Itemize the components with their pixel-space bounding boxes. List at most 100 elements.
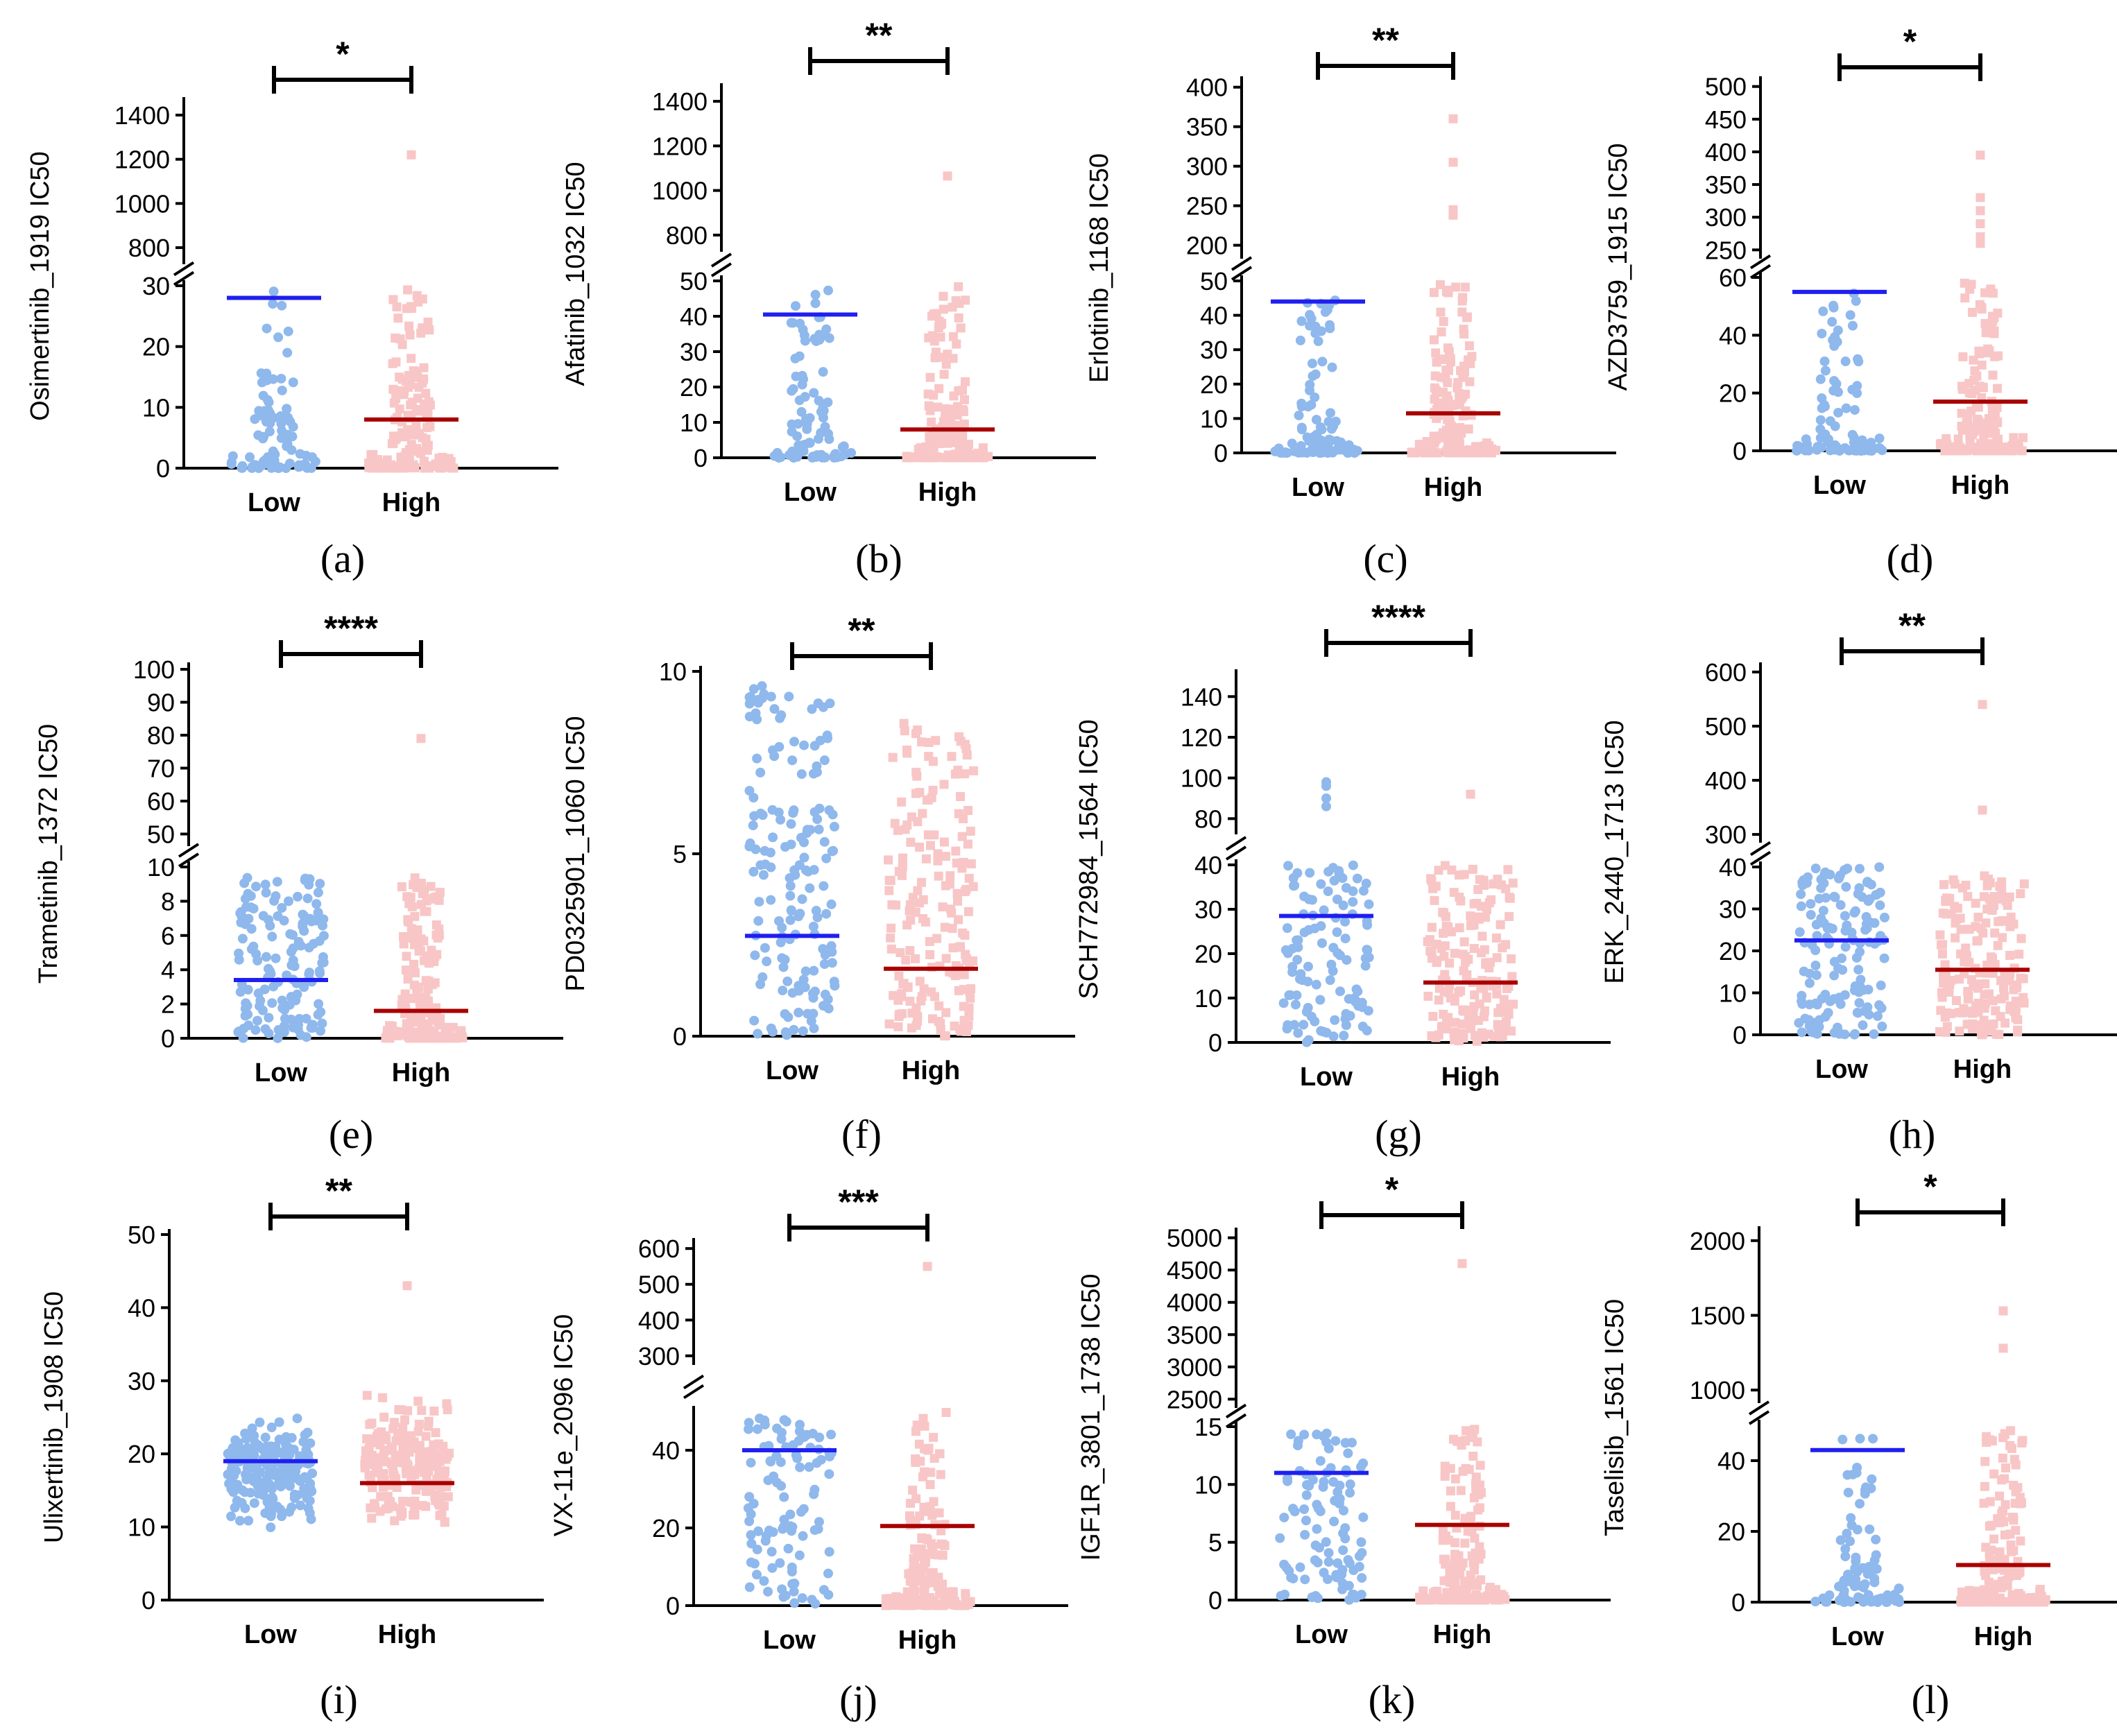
data-point <box>443 1492 453 1502</box>
data-point <box>1492 989 1502 999</box>
data-point <box>749 811 760 821</box>
data-point <box>241 1434 252 1444</box>
data-point <box>246 1472 256 1482</box>
data-point <box>1835 445 1845 456</box>
data-point <box>1980 999 1990 1008</box>
data-point <box>783 1543 794 1554</box>
data-point <box>915 842 925 852</box>
data-point <box>241 902 252 912</box>
data-point <box>1441 1554 1450 1564</box>
data-point <box>925 1480 935 1490</box>
data-point <box>954 282 963 291</box>
data-point <box>808 768 818 779</box>
data-point <box>271 953 281 963</box>
data-point <box>423 406 433 415</box>
y-tick-label: 30 <box>1194 895 1222 924</box>
data-point <box>1342 955 1352 965</box>
group-low <box>233 873 329 1043</box>
data-point <box>397 428 407 438</box>
y-tick-label: 6 <box>161 922 175 950</box>
data-point-outlier <box>1457 1259 1467 1269</box>
data-point <box>777 922 787 933</box>
data-point <box>829 821 839 832</box>
data-point <box>1840 356 1851 367</box>
data-point <box>795 318 805 329</box>
data-point <box>304 968 314 978</box>
data-point <box>1328 421 1339 431</box>
significance-stars: **** <box>324 609 378 648</box>
data-point <box>954 732 963 741</box>
data-point <box>755 979 766 990</box>
data-point <box>422 1473 431 1483</box>
data-point <box>292 1474 302 1484</box>
data-point <box>807 704 817 714</box>
group-high <box>1415 1259 1510 1605</box>
data-point <box>827 958 837 968</box>
data-point <box>409 959 419 969</box>
data-point <box>1464 424 1473 434</box>
data-point <box>1854 997 1865 1008</box>
data-point <box>789 1579 800 1589</box>
data-point <box>1292 1441 1303 1451</box>
data-point <box>936 1470 945 1479</box>
data-point <box>905 945 915 955</box>
data-point <box>760 1536 771 1546</box>
x-tick-label: High <box>1424 473 1482 502</box>
data-point <box>1459 445 1468 455</box>
data-point <box>905 906 914 916</box>
data-point <box>1828 302 1839 313</box>
data-point <box>1423 991 1433 1001</box>
data-point <box>1280 1590 1290 1600</box>
data-point <box>1816 913 1826 924</box>
y-tick-label: 600 <box>638 1235 680 1263</box>
data-point <box>1963 994 1973 1004</box>
data-point <box>766 1547 777 1557</box>
data-point <box>1323 866 1334 877</box>
data-point <box>1318 1481 1328 1492</box>
data-point <box>1941 1027 1951 1037</box>
data-point <box>261 952 271 962</box>
data-point <box>753 1424 763 1434</box>
panel-label: (f) <box>841 1112 882 1157</box>
data-point <box>755 860 766 870</box>
data-point <box>908 893 918 902</box>
data-point <box>252 1015 263 1026</box>
data-point <box>1288 1504 1299 1514</box>
data-point <box>893 825 902 835</box>
y-tick-label: 50 <box>1200 267 1228 295</box>
data-point <box>230 1435 241 1445</box>
data-point <box>1507 954 1516 963</box>
data-point <box>948 332 958 341</box>
data-point <box>292 1413 302 1424</box>
data-point <box>1430 383 1439 393</box>
data-point <box>302 893 313 904</box>
y-tick-label: 60 <box>147 787 175 816</box>
data-point <box>1330 1436 1341 1446</box>
data-point <box>1877 1021 1887 1031</box>
data-point <box>1980 979 1990 988</box>
data-point-outlier <box>1466 789 1475 799</box>
group-low <box>226 286 321 473</box>
data-point <box>1442 391 1452 401</box>
data-point <box>242 873 252 883</box>
data-point <box>409 1017 419 1026</box>
data-point <box>882 1599 892 1609</box>
data-point <box>1340 934 1351 944</box>
data-point <box>263 405 273 415</box>
data-point <box>300 1472 310 1482</box>
data-point <box>1432 939 1441 949</box>
data-point <box>1970 1595 1980 1605</box>
data-point <box>1860 1482 1871 1493</box>
data-point <box>398 1423 408 1432</box>
data-point <box>926 438 936 448</box>
data-point <box>1322 447 1332 458</box>
data-point <box>1305 309 1315 320</box>
data-point <box>935 1589 945 1599</box>
data-point <box>948 354 958 363</box>
data-point <box>1865 1524 1875 1534</box>
y-tick-label: 80 <box>1194 805 1222 833</box>
data-point <box>282 347 293 358</box>
data-point <box>1484 441 1494 451</box>
data-point <box>1469 1493 1479 1503</box>
data-point <box>2016 888 2025 898</box>
